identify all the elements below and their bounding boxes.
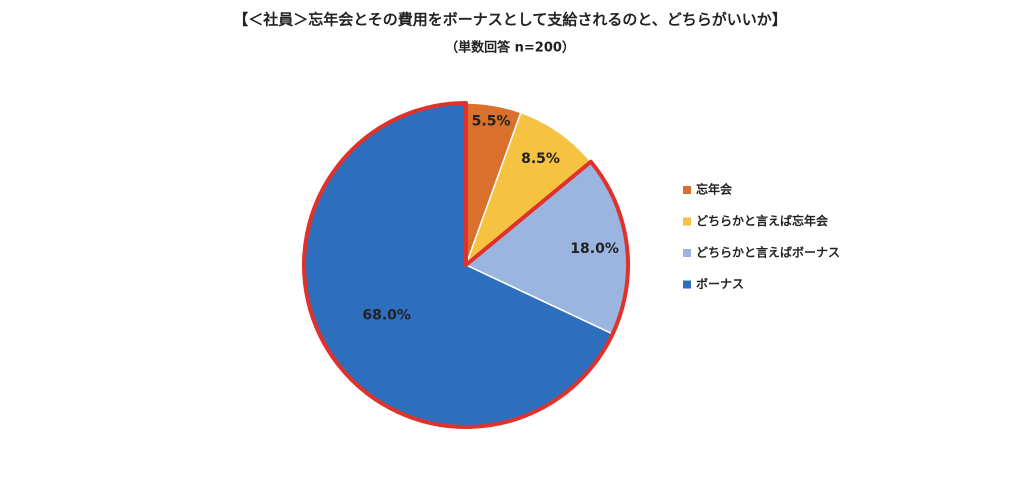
legend-swatch <box>683 280 691 289</box>
value-label: 18.0% <box>570 241 619 257</box>
legend-label: ボーナス <box>696 276 744 291</box>
legend-swatch <box>683 186 691 194</box>
chart-subtitle: （単数回答 n=200） <box>445 40 575 56</box>
legend-label: どちらかと言えば忘年会 <box>696 213 829 228</box>
legend-label: どちらかと言えばボーナス <box>696 245 840 260</box>
highlight-outline <box>302 101 630 429</box>
value-label: 8.5% <box>521 151 560 167</box>
value-label: 68.0% <box>362 307 411 323</box>
legend-swatch <box>683 249 691 257</box>
chart-title: 【＜社員＞忘年会とその費用をボーナスとして支給されるのと、どちらがいいか】 <box>233 11 787 29</box>
value-label: 5.5% <box>472 113 511 129</box>
legend-label: 忘年会 <box>696 182 733 197</box>
legend-swatch <box>683 217 691 226</box>
